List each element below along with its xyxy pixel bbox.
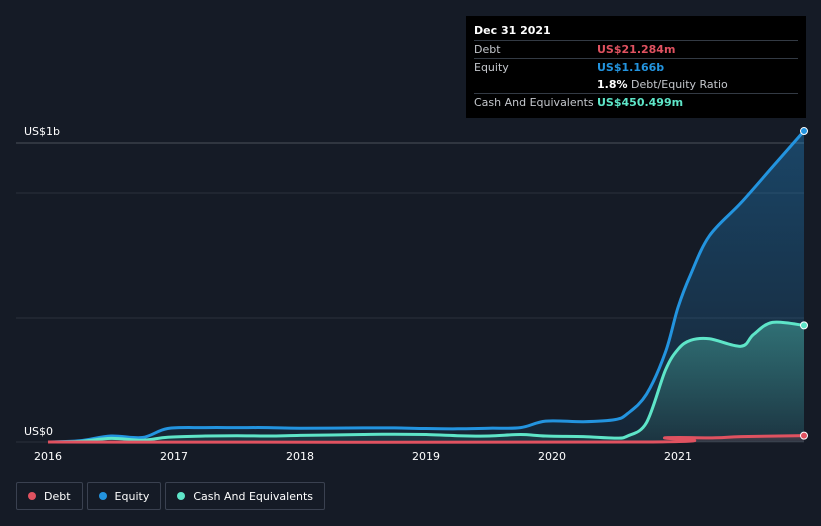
hover-tooltip: Dec 31 2021 Debt US$21.284m Equity US$1.… <box>466 16 806 118</box>
tooltip-equity-value: US$1.166b <box>597 61 665 74</box>
x-tick-label: 2018 <box>286 450 314 463</box>
tooltip-date: Dec 31 2021 <box>474 24 798 41</box>
tooltip-debt-value: US$21.284m <box>597 43 676 56</box>
series-end-markers <box>800 127 808 440</box>
legend-item-cash[interactable]: Cash And Equivalents <box>165 482 325 510</box>
tooltip-ratio-value: 1.8% <box>597 78 628 91</box>
legend-debt-label: Debt <box>44 489 71 503</box>
x-tick-label: 2016 <box>34 450 62 463</box>
legend-item-equity[interactable]: Equity <box>86 482 162 510</box>
tooltip-row-equity: Equity US$1.166b <box>474 59 798 76</box>
cash-area <box>48 322 804 442</box>
equity-end-marker <box>800 127 808 136</box>
tooltip-equity-label: Equity <box>474 61 509 74</box>
tooltip-row-ratio: 1.8% Debt/Equity Ratio <box>474 76 798 94</box>
debt-line <box>47 434 805 444</box>
legend-cash-dot <box>177 492 186 500</box>
legend-item-debt[interactable]: Debt <box>16 482 83 510</box>
equity-line <box>47 130 806 444</box>
y-axis-bottom-label: US$0 <box>24 425 53 438</box>
tooltip-debt-label: Debt <box>474 43 501 56</box>
tooltip-row-cash: Cash And Equivalents US$450.499m <box>474 94 798 111</box>
debt-end-marker <box>800 431 808 440</box>
tooltip-ratio-label <box>474 76 597 93</box>
tooltip-row-debt: Debt US$21.284m <box>474 41 798 59</box>
cash-line <box>47 320 805 444</box>
chart-legend: Debt Equity Cash And Equivalents <box>16 482 329 510</box>
tooltip-cash-label: Cash And Equivalents <box>474 96 594 109</box>
series-areas <box>48 131 804 443</box>
x-axis-ticks: 2016 2017 2018 2019 2020 2021 <box>34 450 692 463</box>
x-tick-label: 2020 <box>538 450 566 463</box>
legend-equity-dot <box>98 492 107 500</box>
cash-end-marker <box>800 321 808 330</box>
legend-debt-dot <box>28 492 36 500</box>
series-lines <box>47 130 806 444</box>
x-tick-label: 2019 <box>412 450 440 463</box>
x-tick-label: 2021 <box>664 450 692 463</box>
debt-area <box>48 435 804 443</box>
tooltip-ratio-suffix: Debt/Equity Ratio <box>631 78 728 91</box>
x-tick-label: 2017 <box>160 450 188 463</box>
legend-cash-label: Cash And Equivalents <box>193 489 313 503</box>
tooltip-cash-value: US$450.499m <box>597 96 684 109</box>
tooltip-ratio-group: 1.8% Debt/Equity Ratio <box>597 76 728 93</box>
y-axis-top-label: US$1b <box>24 125 60 138</box>
legend-equity-label: Equity <box>114 489 150 503</box>
